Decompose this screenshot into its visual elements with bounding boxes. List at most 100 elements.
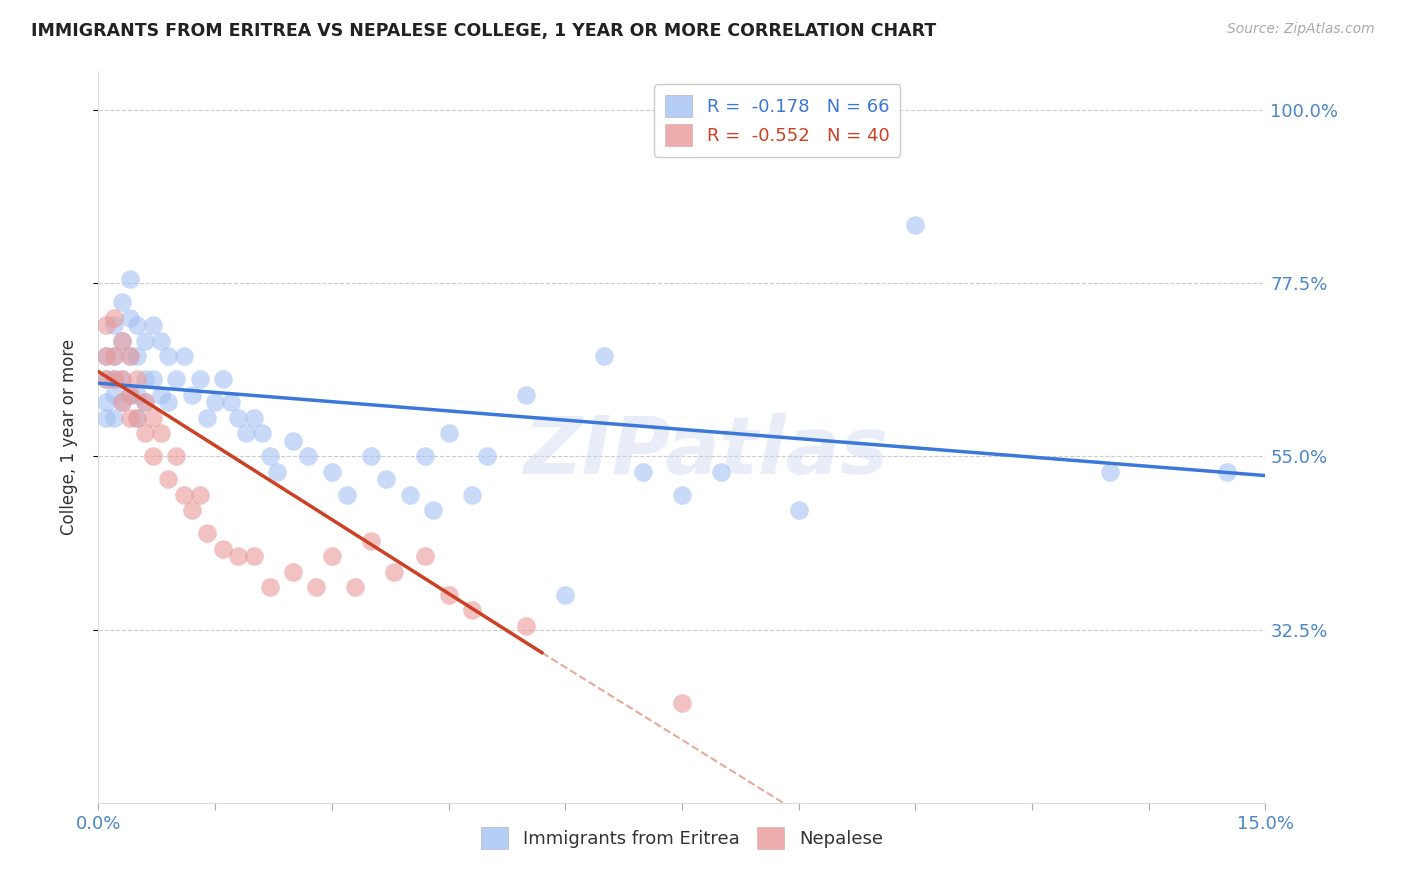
Point	[1215, 465, 1237, 479]
Point	[515, 388, 537, 402]
Point	[1098, 465, 1121, 479]
Point	[111, 395, 134, 409]
Point	[142, 372, 165, 386]
Point	[195, 526, 218, 541]
Text: IMMIGRANTS FROM ERITREA VS NEPALESE COLLEGE, 1 YEAR OR MORE CORRELATION CHART: IMMIGRANTS FROM ERITREA VS NEPALESE COLL…	[31, 22, 936, 40]
Point	[437, 588, 460, 602]
Point	[134, 372, 156, 386]
Point	[219, 395, 242, 409]
Point	[103, 318, 125, 333]
Point	[593, 349, 616, 363]
Point	[259, 450, 281, 464]
Point	[266, 465, 288, 479]
Point	[413, 549, 436, 564]
Point	[142, 318, 165, 333]
Point	[360, 450, 382, 464]
Point	[477, 450, 499, 464]
Y-axis label: College, 1 year or more: College, 1 year or more	[59, 339, 77, 535]
Point	[344, 580, 367, 594]
Point	[305, 580, 328, 594]
Legend: Immigrants from Eritrea, Nepalese: Immigrants from Eritrea, Nepalese	[474, 820, 890, 856]
Point	[118, 349, 141, 363]
Point	[103, 372, 125, 386]
Point	[422, 503, 444, 517]
Point	[134, 395, 156, 409]
Point	[157, 349, 180, 363]
Point	[165, 372, 187, 386]
Point	[96, 349, 118, 363]
Point	[243, 549, 266, 564]
Point	[188, 372, 211, 386]
Point	[461, 603, 484, 617]
Point	[96, 410, 118, 425]
Point	[118, 388, 141, 402]
Point	[96, 349, 118, 363]
Point	[461, 488, 484, 502]
Point	[118, 388, 141, 402]
Text: ZIPatlas: ZIPatlas	[523, 413, 887, 491]
Point	[710, 465, 733, 479]
Point	[787, 503, 810, 517]
Point	[134, 334, 156, 348]
Point	[103, 310, 125, 325]
Point	[111, 372, 134, 386]
Point	[142, 450, 165, 464]
Point	[437, 426, 460, 441]
Point	[111, 334, 134, 348]
Point	[127, 388, 149, 402]
Point	[235, 426, 257, 441]
Point	[398, 488, 420, 502]
Point	[157, 395, 180, 409]
Point	[118, 410, 141, 425]
Point	[173, 488, 195, 502]
Point	[904, 219, 927, 233]
Point	[157, 472, 180, 486]
Point	[118, 349, 141, 363]
Point	[173, 349, 195, 363]
Point	[375, 472, 398, 486]
Point	[212, 372, 235, 386]
Point	[204, 395, 226, 409]
Point	[134, 426, 156, 441]
Point	[297, 450, 319, 464]
Point	[103, 349, 125, 363]
Point	[96, 372, 118, 386]
Point	[96, 395, 118, 409]
Point	[321, 465, 343, 479]
Point	[118, 310, 141, 325]
Point	[281, 565, 304, 579]
Point	[515, 618, 537, 632]
Point	[134, 395, 156, 409]
Point	[111, 334, 134, 348]
Point	[228, 410, 250, 425]
Point	[180, 388, 202, 402]
Point	[250, 426, 273, 441]
Point	[118, 272, 141, 286]
Point	[413, 450, 436, 464]
Point	[103, 410, 125, 425]
Point	[321, 549, 343, 564]
Point	[103, 349, 125, 363]
Point	[631, 465, 654, 479]
Point	[281, 434, 304, 448]
Point	[96, 318, 118, 333]
Point	[127, 410, 149, 425]
Point	[554, 588, 576, 602]
Point	[111, 372, 134, 386]
Point	[671, 696, 693, 710]
Point	[259, 580, 281, 594]
Point	[127, 410, 149, 425]
Point	[111, 295, 134, 310]
Point	[111, 395, 134, 409]
Point	[127, 318, 149, 333]
Point	[212, 541, 235, 556]
Point	[165, 450, 187, 464]
Point	[180, 503, 202, 517]
Point	[96, 372, 118, 386]
Point	[336, 488, 359, 502]
Point	[142, 410, 165, 425]
Point	[382, 565, 405, 579]
Point	[149, 426, 172, 441]
Point	[195, 410, 218, 425]
Point	[360, 534, 382, 549]
